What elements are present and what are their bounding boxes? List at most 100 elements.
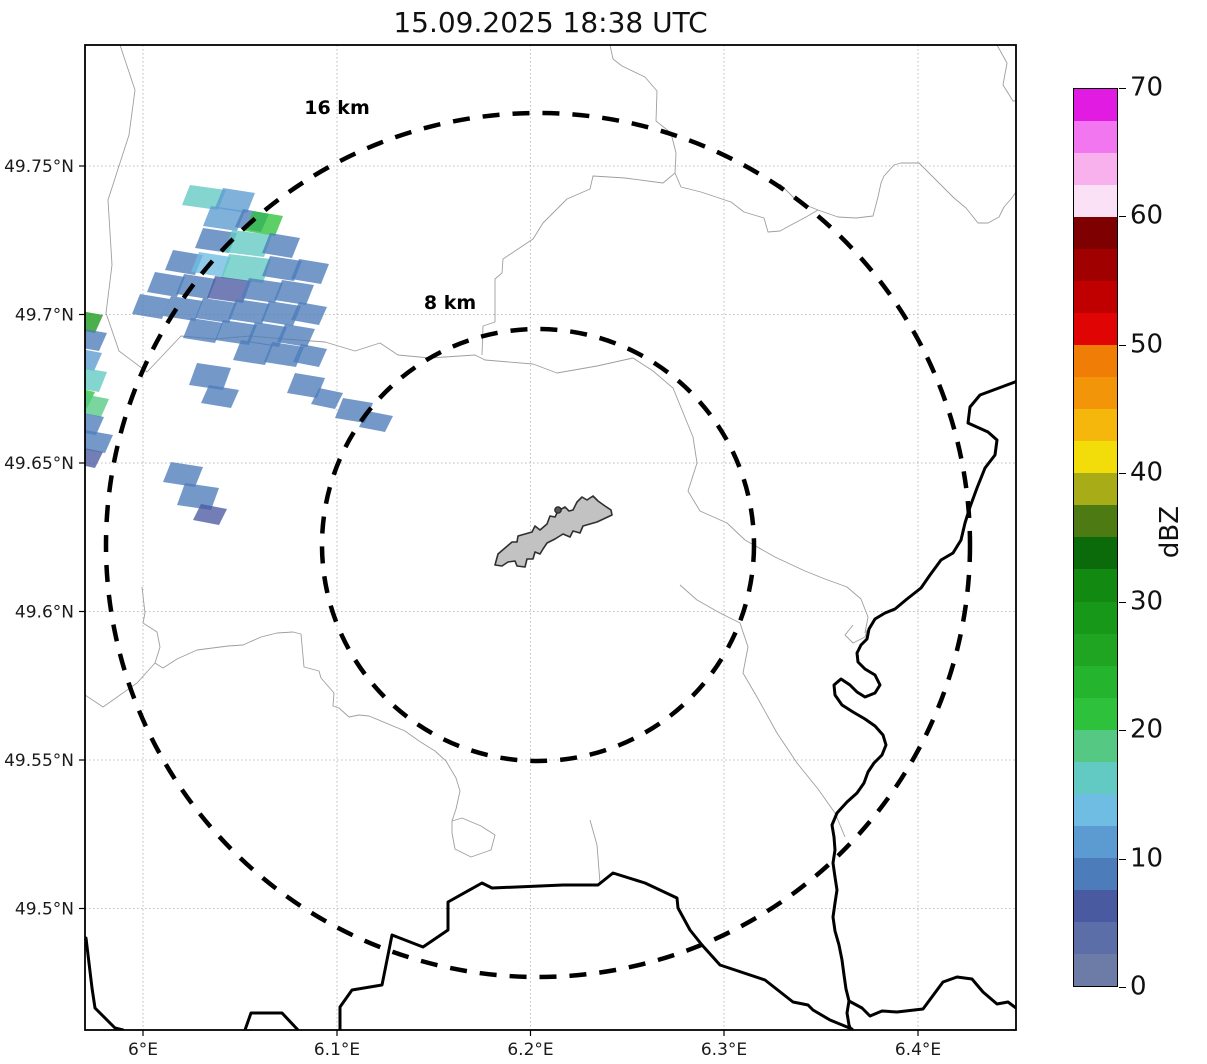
colorbar-segment [1074,729,1117,762]
colorbar-tick-label: 50 [1130,329,1164,360]
boundary-line [589,819,601,884]
colorbar-tick [1119,730,1126,732]
colorbar-segment [1074,377,1117,410]
border-line [830,379,1016,1030]
radar-echo-bin [85,311,103,333]
x-tick-label: 6°E [128,1040,158,1060]
colorbar-segment [1074,313,1117,346]
y-tick-label: 49.5°N [15,900,74,920]
airport-outline [494,495,613,568]
colorbar-segment [1074,825,1117,858]
range-rings: 8 km 16 km [103,97,973,980]
colorbar-tick [1119,88,1126,89]
colorbar-segment [1074,569,1117,602]
radar-echo-bin [85,430,113,453]
colorbar-tick-label: 10 [1130,842,1164,873]
radar-echo-bin [287,373,325,398]
radar-echo-bin [189,363,231,390]
radar-echo-bin [201,385,239,408]
boundary-line [481,45,677,356]
boundary-line [154,631,461,822]
radar-echo-bin [291,259,329,284]
x-tick-label: 6.3°E [701,1040,747,1060]
radar-map: 8 km 16 km 6°E 6.1°E 6.2°E 6.3°E 6.4°E 49.75°… [4,44,1017,1060]
border-line [85,936,125,1030]
radar-echo-bin [274,280,314,305]
axis-tick-labels: 6°E 6.1°E 6.2°E 6.3°E 6.4°E 49.75°N 49.7°N 49.6… [4,157,941,1060]
radar-echo-bin [311,388,343,409]
colorbar-segment [1074,665,1117,698]
radar-echo-bin [183,318,223,343]
airport-polygon [494,495,613,568]
dbz-colorbar [1073,88,1118,987]
radar-echo-bin [85,394,109,417]
grid-lines [85,45,1016,1030]
colorbar-segment [1074,953,1117,986]
radar-echo-bin [277,324,315,347]
radar-echo-bin [215,188,255,213]
colorbar-tick-label: 40 [1130,457,1164,488]
colorbar-tick-label: 0 [1130,971,1147,1002]
radar-echo-bin [224,230,272,257]
colorbar-segment [1074,345,1117,378]
radar-echo-bin [215,320,257,345]
boundary-line [85,586,161,708]
radar-echo-bin [85,448,103,468]
range-ring-8km [319,326,757,764]
colorbar-tick [1119,473,1126,475]
colorbar-segment [1074,473,1117,506]
colorbar-segment [1074,153,1117,186]
y-tick-label: 49.6°N [15,603,74,623]
colorbar-segment [1074,121,1117,154]
boundary-line [679,584,846,838]
radar-echo-bin [182,185,226,210]
plot-border [84,44,1017,1031]
radar-echo-bin [207,276,251,303]
range-ring-16km-label: 16 km [304,97,370,119]
colorbar-segment [1074,633,1117,666]
radar-echo-bin [193,504,227,525]
radar-echo-bin [177,483,219,510]
boundary-line [844,624,868,644]
municipal-boundaries [85,45,1016,884]
y-tick-label: 49.55°N [4,751,74,771]
radar-echo-bin [221,254,271,283]
radar-echo-bin [293,344,327,367]
colorbar-tick [1119,987,1126,988]
radar-echo-bin [262,256,302,281]
radar-echo-bin [85,329,107,351]
radar-echo-bin [195,298,237,323]
colorbar-segment [1074,185,1117,218]
colorbar-tick [1119,601,1126,603]
y-tick-label: 49.65°N [4,454,74,474]
radar-echo-bin [163,462,203,487]
boundary-line [779,162,1016,224]
colorbar-segment [1074,889,1117,922]
border-line [243,1011,300,1030]
colorbar-segment [1074,217,1117,250]
x-tick-label: 6.2°E [507,1040,553,1060]
boundary-line [451,817,496,858]
range-ring-16km [103,110,973,980]
radar-echo-bin [245,211,283,236]
plot-title: 15.09.2025 18:38 UTC [393,6,708,39]
colorbar-segment [1074,249,1117,282]
colorbar-segment [1074,857,1117,890]
y-tick-label: 49.75°N [4,157,74,177]
radar-echo-bin [233,340,273,365]
radar-echo-bin [359,411,393,432]
colorbar-tick [1119,216,1126,218]
country-borders-river [85,379,1016,1030]
radar-echo-bin [132,294,170,319]
radar-echo-bin [85,413,104,435]
colorbar-segment [1074,89,1117,122]
radar-echo-bin [147,272,185,297]
boundary-line [674,172,819,233]
border-line [338,871,854,1030]
radar-echo-bin [247,322,287,347]
colorbar-tick-label: 20 [1130,714,1164,745]
colorbar-segment [1074,601,1117,634]
boundary-line [996,45,1016,102]
colorbar-segment [1074,409,1117,442]
